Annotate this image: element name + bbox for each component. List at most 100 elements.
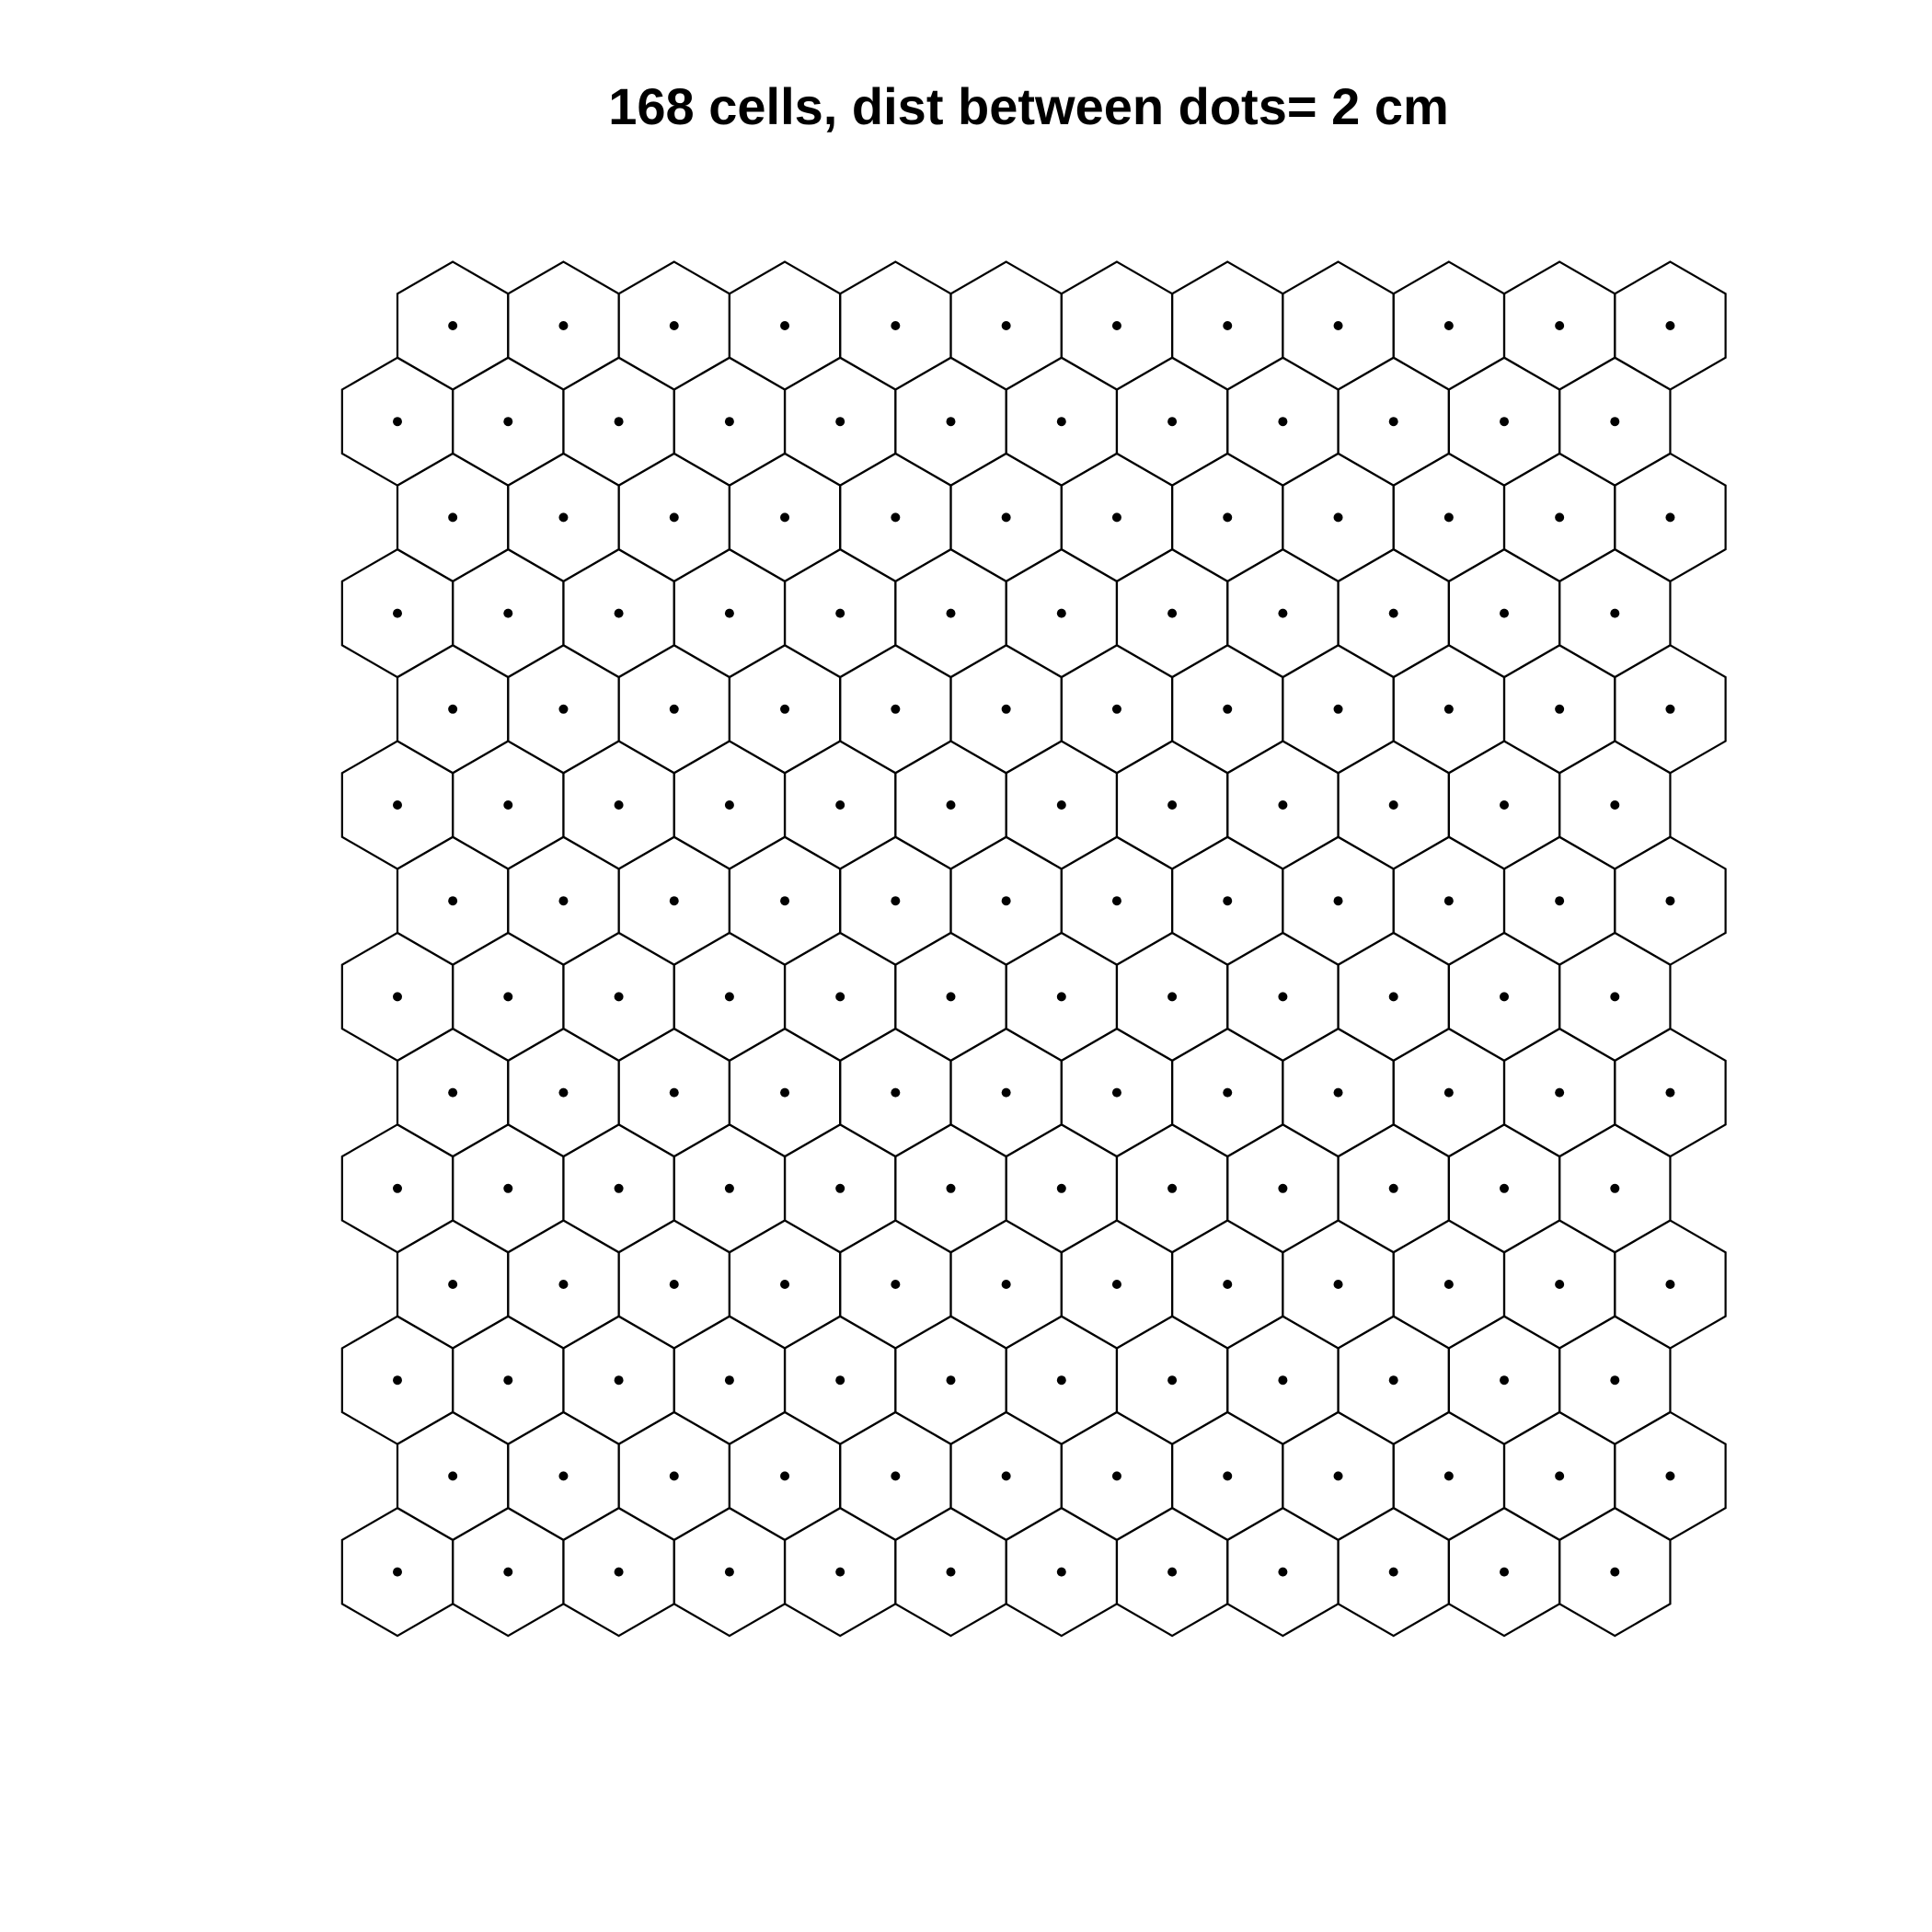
cell-center-dot [1167, 1375, 1178, 1386]
cell-center-dot [1500, 800, 1509, 810]
cell-center-dot [1223, 512, 1233, 523]
cell-center-dot [1333, 1280, 1343, 1289]
cell-center-dot [1500, 1567, 1509, 1577]
cell-center-dot [1500, 1183, 1509, 1193]
cell-center-dot [1333, 321, 1343, 330]
cell-center-dot [1665, 1087, 1675, 1098]
cell-center-dot [1111, 1087, 1121, 1098]
cell-center-dot [393, 1567, 402, 1577]
cell-center-dot [448, 704, 458, 714]
cell-center-dot [1333, 896, 1343, 906]
cell-center-dot [891, 512, 901, 523]
cell-center-dot [780, 512, 790, 523]
cell-center-dot [780, 1280, 790, 1289]
cell-center-dot [1056, 1375, 1066, 1386]
cell-center-dot [1223, 704, 1233, 714]
cell-center-dot [1665, 1471, 1675, 1481]
cell-center-dot [669, 1471, 679, 1481]
cell-center-dot [1388, 417, 1398, 427]
cell-center-dot [503, 992, 513, 1002]
cell-center-dot [1500, 417, 1509, 427]
cell-center-dot [1388, 992, 1398, 1002]
cell-center-dot [1001, 896, 1011, 906]
hex-dots [393, 321, 1675, 1577]
cell-center-dot [1278, 1375, 1288, 1386]
cell-center-dot [393, 417, 402, 427]
cell-center-dot [1223, 321, 1233, 330]
cell-center-dot [724, 417, 734, 427]
cell-center-dot [1333, 704, 1343, 714]
cell-center-dot [1555, 896, 1565, 906]
cell-center-dot [1278, 992, 1288, 1002]
cell-center-dot [780, 1471, 790, 1481]
cell-center-dot [1001, 1471, 1011, 1481]
cell-center-dot [1056, 1567, 1066, 1577]
cell-center-dot [669, 512, 679, 523]
cell-center-dot [835, 417, 845, 427]
cell-center-dot [835, 608, 845, 618]
cell-center-dot [558, 896, 569, 906]
cell-center-dot [669, 321, 679, 330]
cell-center-dot [891, 704, 901, 714]
cell-center-dot [1278, 417, 1288, 427]
cell-center-dot [835, 992, 845, 1002]
cell-center-dot [558, 1280, 569, 1289]
cell-center-dot [946, 1567, 956, 1577]
cell-center-dot [1223, 896, 1233, 906]
cell-center-dot [1167, 1183, 1178, 1193]
cell-center-dot [1001, 704, 1011, 714]
cell-center-dot [1665, 1280, 1675, 1289]
cell-center-dot [503, 1567, 513, 1577]
cell-center-dot [1610, 800, 1620, 810]
cell-center-dot [1665, 704, 1675, 714]
cell-center-dot [1333, 1087, 1343, 1098]
cell-center-dot [1001, 321, 1011, 330]
cell-center-dot [724, 608, 734, 618]
cell-center-dot [503, 417, 513, 427]
cell-center-dot [1555, 321, 1565, 330]
cell-center-dot [946, 1183, 956, 1193]
cell-center-dot [780, 321, 790, 330]
cell-center-dot [1443, 1280, 1454, 1289]
cell-center-dot [393, 800, 402, 810]
cell-center-dot [1001, 1280, 1011, 1289]
cell-center-dot [1388, 608, 1398, 618]
cell-center-dot [393, 1183, 402, 1193]
cell-center-dot [946, 417, 956, 427]
cell-center-dot [448, 896, 458, 906]
cell-center-dot [614, 1183, 624, 1193]
cell-center-dot [1388, 1183, 1398, 1193]
cell-center-dot [558, 321, 569, 330]
cell-center-dot [891, 1471, 901, 1481]
cell-center-dot [1056, 417, 1066, 427]
cell-center-dot [1443, 1471, 1454, 1481]
cell-center-dot [1443, 512, 1454, 523]
cell-center-dot [1223, 1280, 1233, 1289]
cell-center-dot [1610, 1375, 1620, 1386]
cell-center-dot [724, 1375, 734, 1386]
cell-center-dot [1167, 800, 1178, 810]
cell-center-dot [448, 1280, 458, 1289]
cell-center-dot [614, 417, 624, 427]
cell-center-dot [1610, 992, 1620, 1002]
cell-center-dot [891, 1280, 901, 1289]
cell-center-dot [1111, 1471, 1121, 1481]
cell-center-dot [503, 608, 513, 618]
cell-center-dot [891, 1087, 901, 1098]
cell-center-dot [614, 1375, 624, 1386]
cell-center-dot [1555, 1280, 1565, 1289]
cell-center-dot [614, 800, 624, 810]
cell-center-dot [724, 800, 734, 810]
cell-center-dot [448, 1471, 458, 1481]
cell-center-dot [1167, 992, 1178, 1002]
cell-center-dot [780, 1087, 790, 1098]
cell-center-dot [1443, 321, 1454, 330]
cell-center-dot [724, 1183, 734, 1193]
cell-center-dot [1167, 417, 1178, 427]
cell-center-dot [1278, 1567, 1288, 1577]
cell-center-dot [1111, 512, 1121, 523]
cell-center-dot [503, 1375, 513, 1386]
cell-center-dot [946, 992, 956, 1002]
cell-center-dot [835, 800, 845, 810]
